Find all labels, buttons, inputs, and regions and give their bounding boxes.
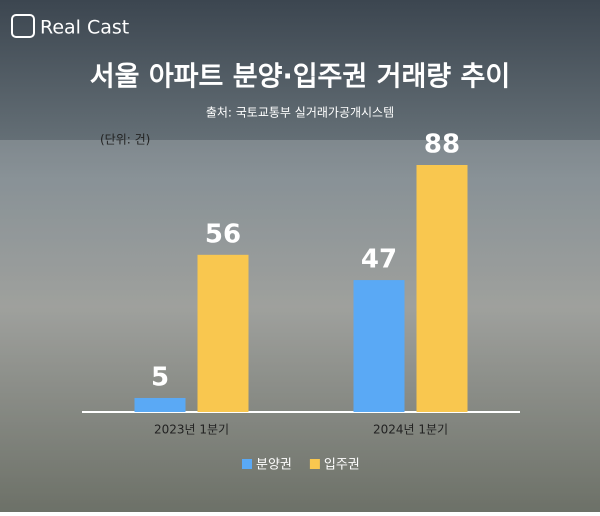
legend-label: 분양권 — [256, 458, 292, 473]
legend-swatch — [242, 459, 252, 469]
logo-icon — [11, 14, 35, 38]
bar — [134, 397, 186, 412]
value-label: 56 — [205, 219, 241, 249]
x-tick-label: 2023년 1분기 — [154, 423, 229, 437]
legend-swatch — [309, 459, 320, 469]
x-tick-label: 2024년 1분기 — [373, 423, 448, 437]
legend-label: 입주권 — [324, 458, 360, 473]
value-label: 88 — [424, 130, 460, 160]
unit-note: (단위: 건) — [100, 133, 150, 147]
overlay — [0, 140, 600, 512]
chart-title: 서울 아파트 분양·입주권 거래량 추이 — [90, 62, 510, 93]
bar — [197, 254, 249, 412]
value-label: 5 — [151, 362, 169, 392]
value-label: 47 — [361, 245, 397, 275]
chart-subtitle: 출처: 국토교통부 실거래가공개시스템 — [206, 106, 394, 120]
logo: Real Cast — [40, 17, 129, 39]
bar — [353, 280, 405, 412]
bar — [416, 165, 468, 412]
